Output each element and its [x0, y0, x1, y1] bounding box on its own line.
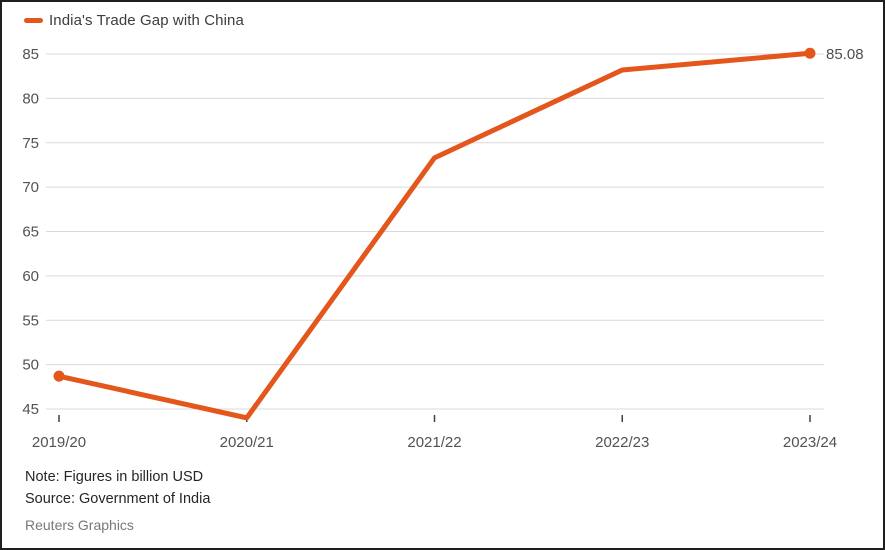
- y-tick-label: 45: [22, 401, 39, 418]
- source-text: Source: Government of India: [25, 491, 211, 507]
- chart-footer: Note: Figures in billion USD Source: Gov…: [25, 466, 210, 533]
- legend-line-swatch: [24, 18, 43, 23]
- x-tick-label: 2019/20: [32, 434, 86, 451]
- y-tick-label: 50: [22, 357, 39, 374]
- y-tick-label: 60: [22, 268, 39, 285]
- x-tick-label: 2023/24: [783, 434, 837, 451]
- y-tick-label: 55: [22, 312, 39, 329]
- legend-label: India's Trade Gap with China: [49, 12, 244, 29]
- x-tick-label: 2022/23: [595, 434, 649, 451]
- note-text: Note: Figures in billion USD: [25, 469, 204, 485]
- data-point-marker: [53, 370, 65, 382]
- y-tick-label: 65: [22, 224, 39, 241]
- chart-legend: India's Trade Gap with China: [24, 12, 244, 29]
- trade-gap-line: [56, 50, 813, 421]
- x-tick-label: 2021/22: [407, 434, 461, 451]
- y-tick-label: 75: [22, 135, 39, 152]
- x-tick-label: 2020/21: [220, 434, 274, 451]
- line-chart: 45 50 55 60 65 70 75 80 85 2019/20 2020/21 2021/22 2…: [22, 46, 864, 451]
- data-point-marker: [804, 47, 816, 59]
- y-tick-label: 70: [22, 179, 39, 196]
- y-tick-label: 85: [22, 46, 39, 63]
- y-tick-label: 80: [22, 90, 39, 107]
- end-value-label: 85.08: [826, 46, 864, 63]
- credit-text: Reuters Graphics: [25, 517, 134, 533]
